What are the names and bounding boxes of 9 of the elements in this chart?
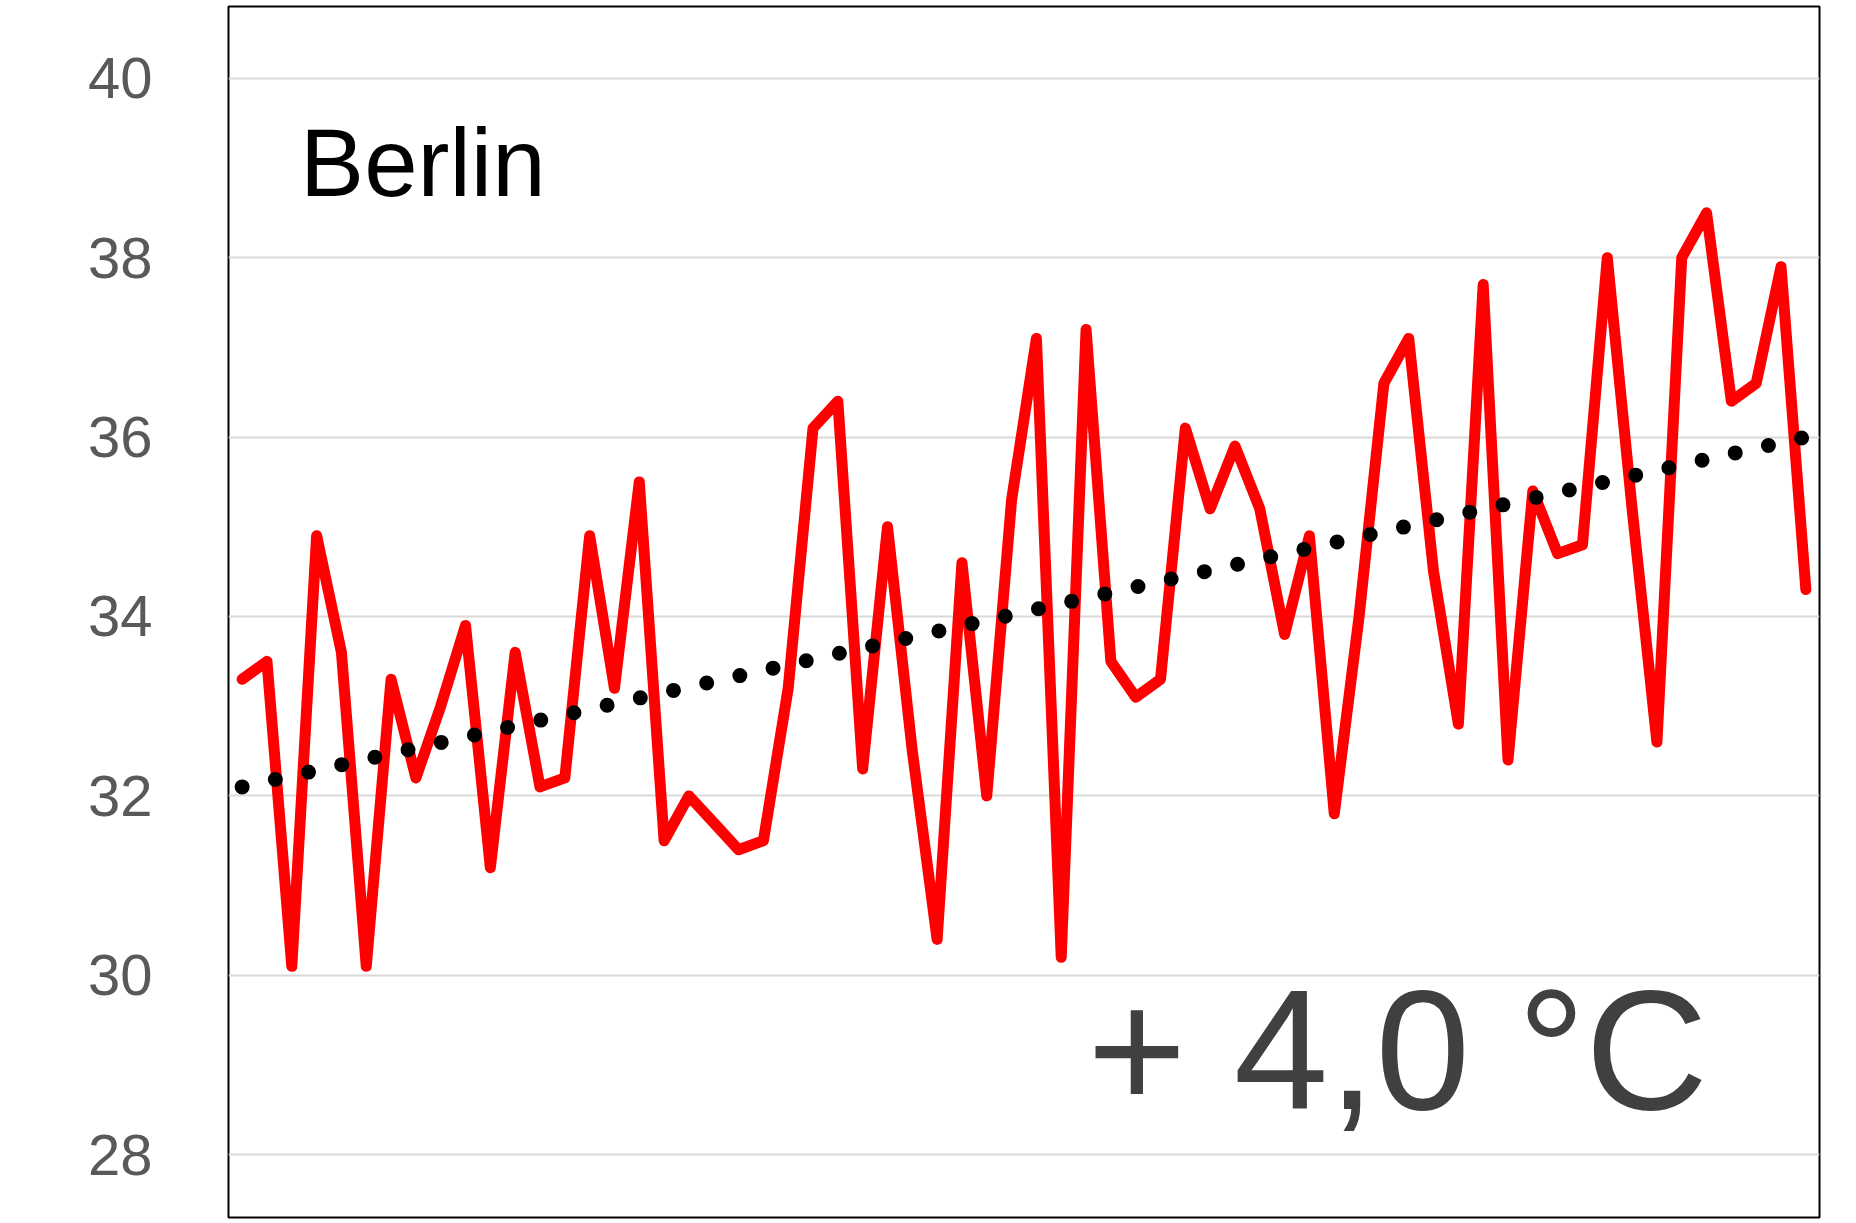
y-tick-label: 36 bbox=[87, 404, 153, 470]
y-tick-label: 30 bbox=[87, 942, 153, 1008]
y-tick-label: 32 bbox=[87, 762, 153, 828]
y-tick-label: 34 bbox=[87, 583, 153, 649]
annotation: Berlin bbox=[300, 109, 546, 217]
annotation: + 4,0 °C bbox=[1087, 954, 1709, 1145]
y-tick-label: 38 bbox=[87, 224, 153, 290]
y-tick-label: 28 bbox=[87, 1121, 153, 1187]
y-tick-label: 40 bbox=[87, 45, 153, 111]
